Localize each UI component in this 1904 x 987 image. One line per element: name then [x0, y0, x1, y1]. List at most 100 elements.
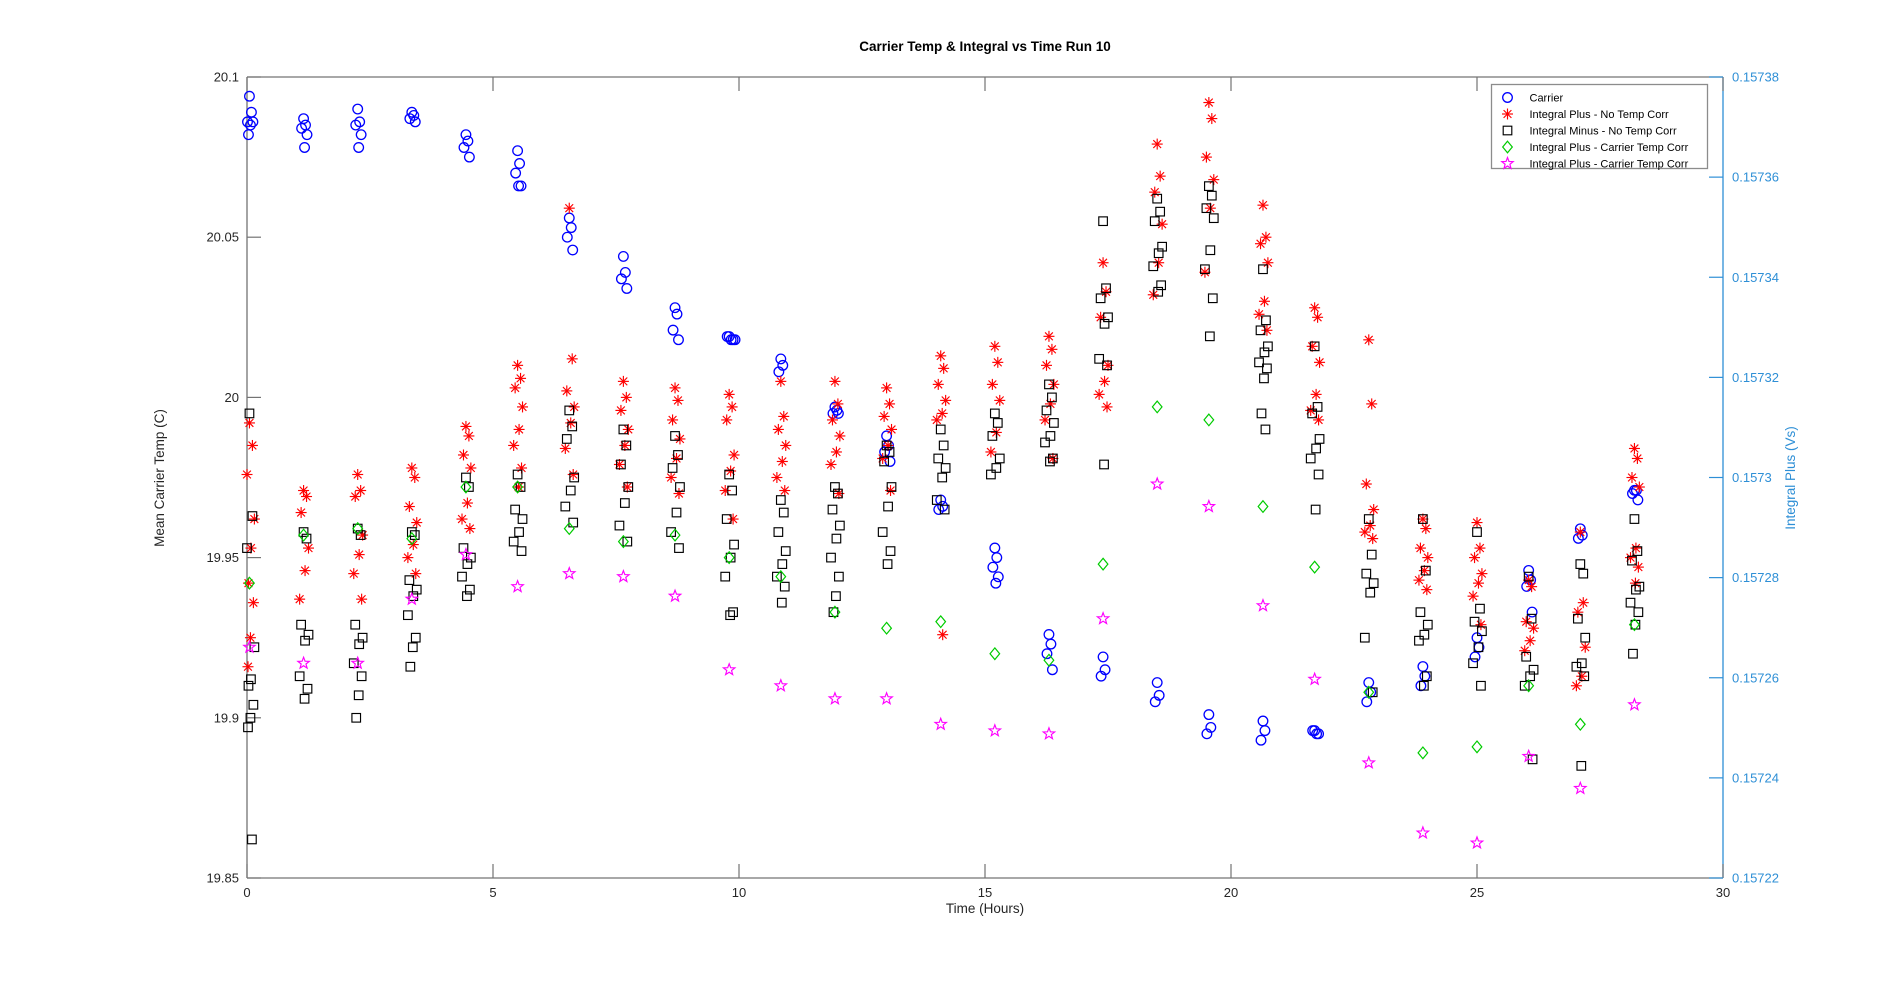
data-point-square	[464, 482, 474, 492]
data-point-circle	[1632, 494, 1644, 506]
data-point-circle	[1255, 734, 1267, 746]
data-point-square	[721, 514, 732, 524]
data-point-diamond	[1257, 499, 1269, 514]
data-point-square	[831, 533, 842, 544]
data-point-asterisk	[1310, 388, 1322, 400]
data-point-square	[300, 635, 310, 646]
data-point-diamond	[617, 534, 629, 549]
data-point-asterisk	[294, 593, 306, 605]
y-left-tick-label: 20	[225, 390, 239, 405]
data-point-square	[247, 511, 258, 521]
data-point-pentagram	[404, 591, 420, 606]
data-point-square	[1048, 453, 1058, 464]
data-point-asterisk	[723, 388, 735, 400]
data-point-asterisk	[834, 430, 846, 442]
data-point-asterisk	[669, 382, 681, 394]
data-point-square	[408, 591, 419, 602]
data-point-asterisk	[1625, 552, 1637, 564]
legend-item: Integral Minus - No Temp Corr	[1502, 126, 1677, 138]
data-point-asterisk	[353, 549, 365, 561]
data-point-diamond	[1309, 560, 1321, 574]
data-point-square	[1361, 568, 1372, 579]
data-point-square	[1045, 431, 1056, 441]
data-point-square	[992, 418, 1003, 428]
data-point-square	[831, 591, 841, 602]
data-point-square	[508, 536, 519, 547]
data-point-square	[989, 408, 1000, 419]
data-point-asterisk	[825, 458, 837, 470]
data-point-asterisk	[301, 491, 313, 503]
data-point-circle	[1313, 728, 1325, 740]
x-axis-label: Time (Hours)	[946, 901, 1024, 916]
data-point-square	[720, 571, 731, 582]
data-point-square	[1262, 363, 1272, 374]
data-point-square	[1365, 587, 1376, 598]
x-tick-label: 25	[1470, 885, 1484, 900]
data-point-asterisk	[1359, 526, 1371, 538]
data-point-circle	[561, 231, 573, 243]
data-point-diamond	[563, 521, 575, 536]
y-axis-label-left: Mean Carrier Temp (C)	[152, 409, 167, 547]
data-point-square	[673, 450, 683, 460]
data-point-square	[772, 571, 782, 582]
data-point-pentagram	[1573, 780, 1588, 795]
data-point-square	[567, 421, 578, 432]
data-point-circle	[1526, 606, 1538, 618]
data-point-asterisk	[456, 513, 468, 525]
data-point-square	[884, 447, 895, 457]
y-right-tick-label: 0.15736	[1732, 170, 1779, 185]
data-point-circle	[1097, 651, 1109, 663]
data-point-square	[886, 482, 897, 492]
data-point-asterisk	[246, 439, 258, 451]
data-point-square	[1580, 632, 1591, 643]
y-right-tick-label: 0.15734	[1732, 270, 1779, 285]
x-tick-label: 10	[732, 885, 746, 900]
data-point-circle	[775, 353, 787, 365]
data-point-asterisk	[248, 513, 260, 525]
data-point-square	[1099, 459, 1109, 470]
data-point-diamond	[298, 528, 310, 542]
data-point-diamond	[352, 521, 364, 536]
chart-title: Carrier Temp & Integral vs Time Run 10	[859, 39, 1111, 54]
data-point-square	[1633, 607, 1644, 618]
data-point-square	[1578, 568, 1589, 579]
data-point-asterisk	[1474, 542, 1486, 554]
data-point-square	[1256, 408, 1267, 419]
data-point-square	[1261, 315, 1271, 326]
data-point-asterisk	[932, 378, 944, 390]
legend-item: Integral Plus - Carrier Temp Corr	[1501, 140, 1689, 154]
data-point-square	[1576, 658, 1587, 669]
data-point-square	[618, 424, 629, 435]
data-point-square	[666, 527, 676, 537]
data-point-asterisk	[1420, 523, 1432, 535]
data-point-asterisk	[407, 539, 419, 551]
data-point-circle	[990, 577, 1002, 589]
data-point-asterisk	[243, 417, 255, 429]
data-point-asterisk	[1306, 340, 1318, 352]
data-point-square	[350, 619, 361, 630]
data-point-square	[1310, 504, 1321, 515]
data-point-square	[940, 463, 951, 473]
data-point-asterisk	[1305, 404, 1317, 416]
legend-label: Integral Minus - No Temp Corr	[1530, 126, 1677, 138]
data-point-asterisk	[1200, 151, 1212, 163]
data-point-square	[1102, 360, 1112, 371]
data-point-diamond	[775, 569, 787, 584]
data-point-circle	[409, 116, 421, 128]
data-point-asterisk	[622, 423, 634, 435]
data-point-square	[404, 575, 415, 586]
data-point-square	[1366, 549, 1377, 560]
data-point-circle	[991, 552, 1003, 564]
data-point-asterisk	[1099, 375, 1111, 387]
data-point-asterisk	[1312, 311, 1324, 323]
data-point-pentagram	[827, 691, 843, 705]
data-point-square	[1525, 671, 1536, 682]
data-point-circle	[245, 106, 257, 118]
data-point-square	[1200, 264, 1210, 275]
data-point-square	[1258, 264, 1268, 275]
data-point-asterisk	[244, 632, 256, 644]
data-point-asterisk	[1039, 414, 1051, 426]
data-point-diamond	[1628, 617, 1641, 632]
data-point-circle	[1046, 664, 1058, 676]
data-point-square	[1476, 680, 1486, 691]
